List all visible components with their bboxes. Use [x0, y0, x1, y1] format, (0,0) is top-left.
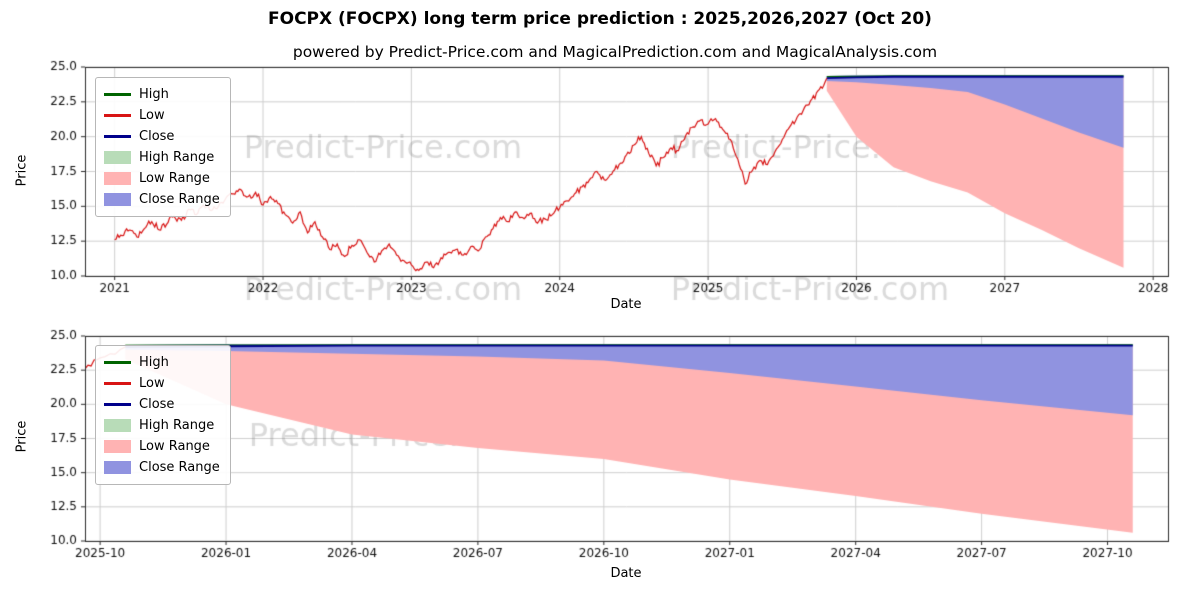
low-line-swatch — [104, 382, 131, 385]
legend-item-low-range: Low Range — [104, 168, 220, 189]
legend-item-low: Low — [104, 105, 220, 126]
legend-label: Close — [139, 129, 175, 144]
legend-label: Close — [139, 397, 175, 412]
high-line-swatch — [104, 361, 131, 364]
legend-label: High — [139, 355, 169, 370]
legend-item-close-range: Close Range — [104, 189, 220, 210]
legend-item-close-range: Close Range — [104, 457, 220, 478]
legend-item-high: High — [104, 84, 220, 105]
low-line-swatch — [104, 114, 131, 117]
close-line-swatch — [104, 135, 131, 138]
legend-item-close: Close — [104, 126, 220, 147]
high-range-swatch — [104, 151, 131, 164]
legend-item-low-range: Low Range — [104, 436, 220, 457]
legend-label: Low Range — [139, 171, 210, 186]
page-title: FOCPX (FOCPX) long term price prediction… — [268, 9, 932, 29]
low-range-swatch — [104, 172, 131, 185]
legend-label: Low — [139, 108, 165, 123]
close-line-swatch — [104, 403, 131, 406]
legend-label: Close Range — [139, 460, 220, 475]
y-axis-label-top: Price — [14, 154, 30, 187]
legend-item-high-range: High Range — [104, 415, 220, 436]
legend-label: Close Range — [139, 192, 220, 207]
chart-subtitle: powered by Predict-Price.com and Magical… — [292, 43, 938, 61]
legend-label: Low — [139, 376, 165, 391]
x-axis-label-bottom: Date — [610, 566, 642, 581]
legend-label: High — [139, 87, 169, 102]
close-range-swatch — [104, 461, 131, 474]
y-axis-label-bottom: Price — [14, 420, 30, 453]
legend-label: High Range — [139, 150, 215, 165]
legend-label: High Range — [139, 418, 215, 433]
legend-bottom: High Low Close High Range Low Range Clos… — [95, 345, 231, 485]
legend-item-high: High — [104, 352, 220, 373]
x-axis-label-top: Date — [610, 297, 642, 312]
legend-top: High Low Close High Range Low Range Clos… — [95, 77, 231, 217]
high-line-swatch — [104, 93, 131, 96]
legend-label: Low Range — [139, 439, 210, 454]
high-range-swatch — [104, 419, 131, 432]
legend-item-close: Close — [104, 394, 220, 415]
close-range-swatch — [104, 193, 131, 206]
legend-item-high-range: High Range — [104, 147, 220, 168]
low-range-swatch — [104, 440, 131, 453]
legend-item-low: Low — [104, 373, 220, 394]
